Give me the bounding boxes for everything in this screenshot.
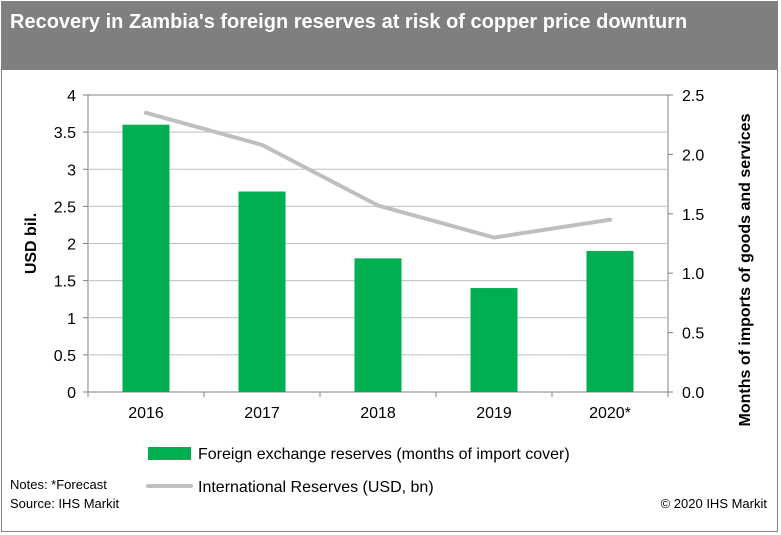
bar (238, 191, 286, 392)
line-point (144, 110, 148, 115)
bar (122, 124, 170, 392)
legend-label-line: International Reserves (USD, bn) (198, 479, 434, 496)
left-tick-label: 2.5 (54, 199, 76, 216)
bar (470, 288, 518, 392)
left-tick-label: 2 (67, 237, 76, 254)
right-tick-label: 0.0 (682, 385, 704, 402)
x-tick-label: 2017 (244, 405, 280, 422)
chart-title: Recovery in Zambia's foreign reserves at… (10, 11, 688, 33)
right-tick-label: 1.0 (682, 266, 704, 283)
left-tick-label: 1 (67, 311, 76, 328)
left-tick-label: 1.5 (54, 274, 76, 291)
right-tick-label: 2.0 (682, 147, 704, 164)
left-tick-label: 4 (67, 88, 76, 105)
left-tick-label: 0 (67, 385, 76, 402)
legend-label-bar: Foreign exchange reserves (months of imp… (198, 446, 570, 463)
footnote-notes: Notes: *Forecast (10, 477, 107, 492)
left-tick-label: 3.5 (54, 125, 76, 142)
y2-axis-title: Months of imports of goods and services (737, 113, 754, 426)
footnote-source: Source: IHS Markit (10, 496, 120, 511)
x-tick-label: 2016 (128, 405, 164, 422)
line-point (376, 203, 380, 208)
bar (354, 258, 402, 392)
line-point (492, 235, 496, 240)
copyright: © 2020 IHS Markit (660, 496, 767, 511)
line-point (260, 142, 264, 147)
right-tick-label: 2.5 (682, 88, 704, 105)
x-tick-label: 2020* (589, 405, 631, 422)
y-axis-title: USD bil. (23, 213, 40, 274)
left-tick-label: 0.5 (54, 348, 76, 365)
x-tick-label: 2019 (476, 405, 512, 422)
title-bar: Recovery in Zambia's foreign reserves at… (2, 2, 777, 70)
reserves-line (144, 110, 612, 240)
right-tick-label: 1.5 (682, 207, 704, 224)
bar (586, 250, 634, 392)
legend-swatch-bar (148, 447, 191, 460)
line-point (608, 217, 612, 222)
right-tick-label: 0.5 (682, 326, 704, 343)
left-tick-label: 3 (67, 162, 76, 179)
x-tick-label: 2018 (360, 405, 396, 422)
